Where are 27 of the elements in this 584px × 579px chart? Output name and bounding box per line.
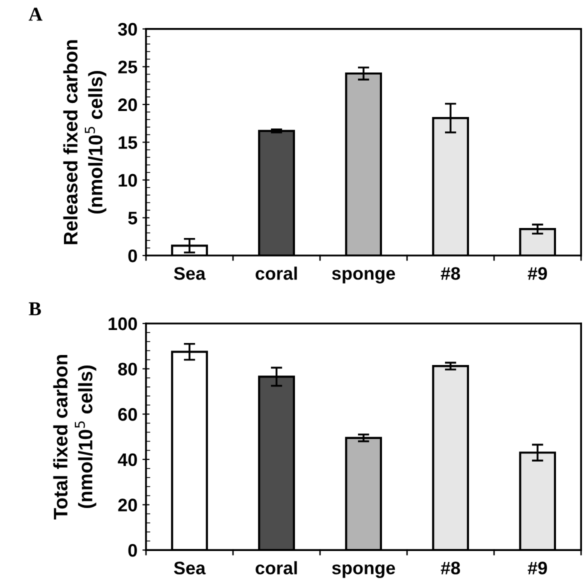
x-tick-label: #8 — [440, 562, 460, 574]
y-tick-label: 10 — [118, 174, 137, 187]
chart-title: A — [28, 8, 42, 21]
x-tick-label: #9 — [528, 267, 547, 280]
y-tick-label: 15 — [118, 136, 138, 149]
y-tick-label: 20 — [118, 98, 137, 112]
x-tick-label: Sea — [174, 267, 206, 280]
x-tick-label: sponge — [332, 564, 396, 578]
y-tick-label: 25 — [118, 60, 138, 74]
y-axis-title: Released fixed carbon (nmol/10$^{5}$ cells) — [63, 40, 106, 244]
y-tick-label: 0 — [128, 544, 137, 557]
y-tick-label: 20 — [118, 498, 137, 512]
x-tick-label: coral — [256, 561, 297, 574]
y-tick-label: 80 — [118, 362, 137, 376]
y-tick-label: 0 — [128, 249, 137, 262]
x-tick-label: sponge — [332, 270, 396, 284]
x-tick-label: #9 — [528, 562, 547, 574]
y-axis-title: Total fixed carbon (nmol/10$^{5}$ cells) — [53, 354, 96, 520]
x-tick-label: Sea — [174, 562, 206, 574]
chart-title: B — [28, 302, 41, 316]
y-tick-label: 30 — [118, 22, 137, 36]
x-tick-label: #8 — [440, 267, 460, 280]
y-tick-label: 60 — [118, 408, 137, 421]
x-tick-label: coral — [256, 266, 297, 280]
y-tick-label: 100 — [108, 317, 137, 330]
y-tick-label: 40 — [118, 453, 137, 466]
y-tick-label: 5 — [128, 212, 138, 224]
